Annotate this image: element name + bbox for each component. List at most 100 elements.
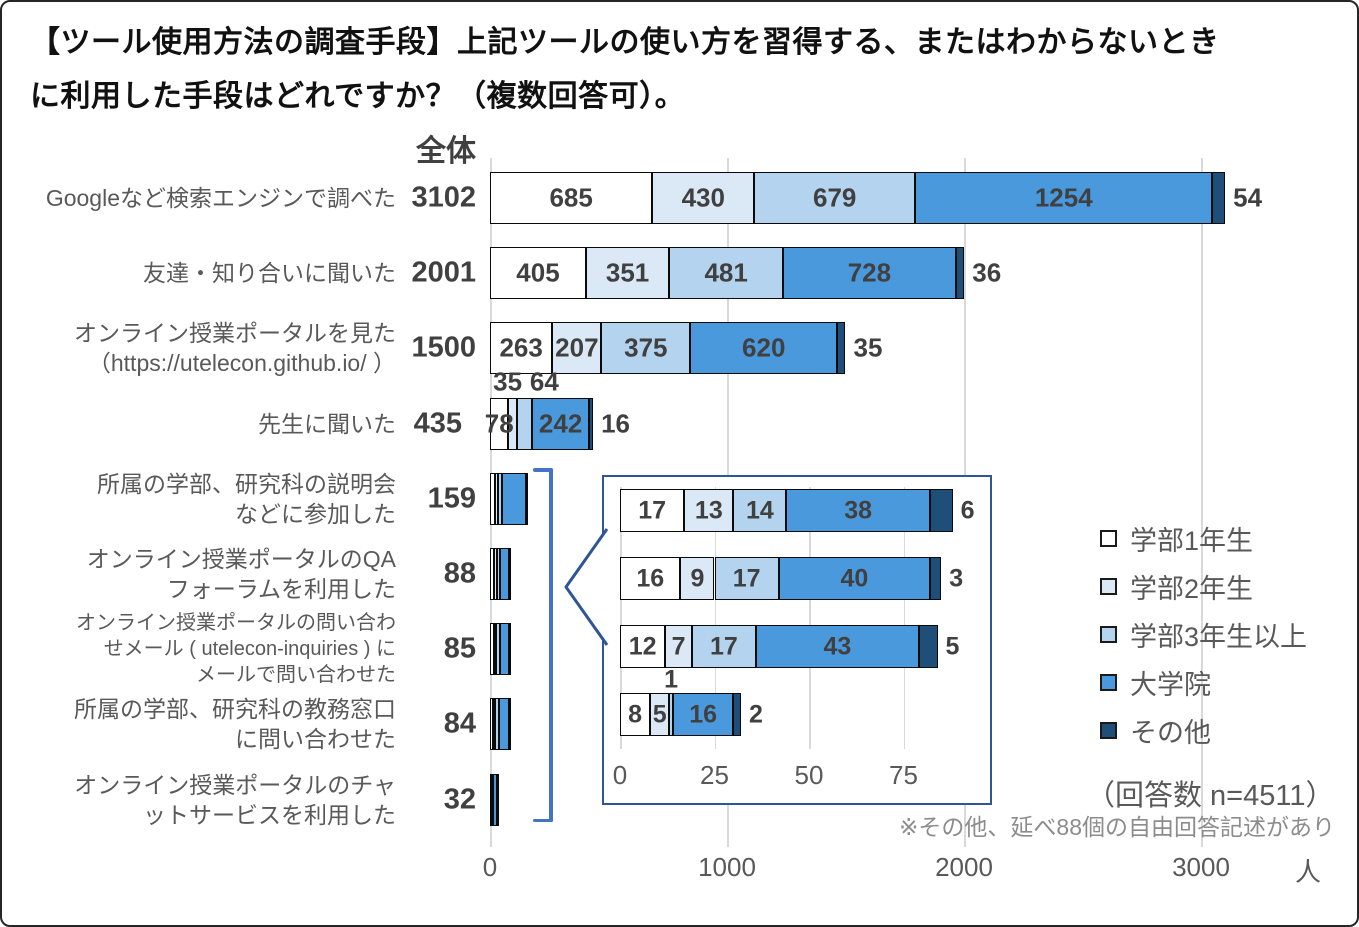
bar-segment [669, 247, 784, 300]
bar-segment [499, 623, 510, 676]
inset-bar-segment [684, 489, 734, 532]
bar-segment [589, 397, 594, 450]
chart-title-line2: に利用した手段はどれですか？（複数回答可）。 [30, 80, 686, 113]
bar-segment [494, 472, 498, 525]
bar-segment [552, 322, 602, 375]
x-axis-unit-label: 人 [1294, 857, 1322, 887]
inset-bar-segment [929, 489, 953, 532]
inset-segment-value-label: 3 [949, 564, 964, 592]
x-axis-tick-label: 2000 [935, 852, 993, 882]
inset-bar-segment [650, 693, 670, 736]
segment-value-label: 54 [1233, 182, 1263, 213]
bar-segment [508, 397, 517, 450]
inset-bar-segment [669, 693, 673, 736]
bar-segment [516, 397, 532, 450]
row-total-value: 32 [443, 783, 476, 816]
bar-segment [490, 698, 493, 751]
bar-segment [837, 322, 846, 375]
x-axis-tick-label: 1000 [698, 852, 756, 882]
main-gridline [1201, 158, 1203, 847]
bar-segment [495, 623, 500, 676]
bar-segment [492, 698, 495, 751]
bar-segment [509, 623, 512, 676]
inset-bar-segment [918, 625, 938, 668]
legend-item-grade2: 学部2年生 [1100, 562, 1307, 610]
inset-bar-segment [620, 557, 681, 600]
legend-swatch-graduate [1100, 673, 1117, 691]
inset-segment-value-label: 17 [710, 632, 738, 660]
row-total-value: 85 [443, 632, 476, 665]
inset-segment-value-label: 13 [694, 496, 723, 524]
inset-segment-value-label: 2 [748, 700, 763, 728]
inset-bar-segment [620, 693, 651, 736]
segment-value-label: 35 [493, 366, 523, 397]
inset-axis-tick-label: 0 [612, 760, 628, 790]
row-label: オンライン授業ポータルのQA フォーラムを利用した [86, 546, 396, 602]
bar-segment [490, 773, 492, 826]
bar-segment [754, 172, 916, 224]
bar-segment [494, 548, 498, 600]
group-bracket-top-tick [533, 468, 553, 472]
segment-value-label: 36 [972, 257, 1002, 288]
chevron-left-icon [564, 528, 609, 646]
legend-label: 大学院 [1130, 669, 1211, 700]
bar-segment [490, 322, 553, 375]
inset-segment-value-label: 8 [628, 700, 643, 728]
inset-segment-value-label: 12 [628, 632, 657, 660]
row-total-value: 1500 [411, 331, 476, 364]
bar-segment [601, 322, 691, 375]
segment-value-label: 375 [624, 332, 668, 363]
inset-axis-tick-label: 75 [889, 760, 918, 790]
inset-segment-value-label: 7 [671, 632, 686, 660]
bar-segment [490, 623, 494, 676]
segment-value-label: 207 [555, 332, 599, 363]
bar-segment [955, 247, 965, 300]
inset-bar-segment [672, 693, 734, 736]
legend-label: 学部3年生以上 [1130, 621, 1308, 652]
group-bracket-bottom-tick [533, 818, 553, 822]
row-label: オンライン授業ポータルのチャ ットサービスを利用した [74, 771, 396, 828]
bar-segment [1212, 172, 1226, 224]
segment-value-label: 16 [601, 408, 631, 439]
bar-segment [500, 548, 510, 600]
segment-value-label: 64 [529, 366, 559, 397]
row-label: オンライン授業ポータルを見た （https://utelecon.github.… [74, 320, 396, 377]
legend-item-graduate: 大学院 [1100, 658, 1307, 706]
inset-gridline [620, 487, 622, 749]
footnote: ※その他、延べ88個の自由回答記述があり [899, 814, 1335, 840]
bar-segment [498, 698, 509, 751]
legend-swatch-grade3plus [1100, 625, 1117, 643]
row-total-value: 435 [413, 407, 462, 440]
bar-segment [509, 548, 512, 600]
chart-title-line1: 【ツール使用方法の調査手段】上記ツールの使い方を習得する、またはわからないとき [30, 26, 1220, 59]
row-label: Googleなど検索エンジンで調べた [45, 185, 396, 211]
inset-segment-value-label: 5 [652, 700, 667, 728]
bar-segment [652, 172, 755, 224]
segment-value-label: 728 [847, 257, 892, 288]
inset-bar-segment [929, 557, 942, 600]
bar-segment [497, 472, 503, 525]
legend-label: 学部1年生 [1130, 525, 1254, 556]
legend-swatch-grade1 [1100, 529, 1117, 547]
bar-segment [915, 172, 1213, 224]
bar-segment [783, 247, 956, 300]
inset-segment-value-label: 16 [689, 700, 718, 728]
row-total-value: 2001 [411, 256, 476, 289]
inset-bar-segment [620, 625, 666, 668]
x-axis-tick-label: 3000 [1172, 852, 1230, 882]
inset-segment-value-label: 40 [840, 564, 869, 592]
bar-segment [508, 698, 511, 751]
legend: 学部1年生 学部2年生 学部3年生以上 大学院 その他 [1100, 514, 1307, 754]
inset-gridline [809, 487, 811, 749]
row-label: 所属の学部、研究科の教務窓口 に問い合わせた [74, 696, 396, 753]
inset-bar-segment [665, 625, 692, 668]
x-axis-tick-label: 0 [482, 852, 498, 882]
segment-value-label: 481 [704, 257, 748, 288]
row-label: 友達・知り合いに聞いた [143, 260, 396, 287]
inset-segment-value-label: 17 [638, 496, 667, 524]
inset-segment-value-label: 14 [745, 496, 774, 524]
row-label: 所属の学部、研究科の説明会 などに参加した [97, 470, 396, 527]
chart-title: 【ツール使用方法の調査手段】上記ツールの使い方を習得する、またはわからないとき … [30, 16, 1330, 124]
inset-bar-segment [786, 489, 930, 532]
